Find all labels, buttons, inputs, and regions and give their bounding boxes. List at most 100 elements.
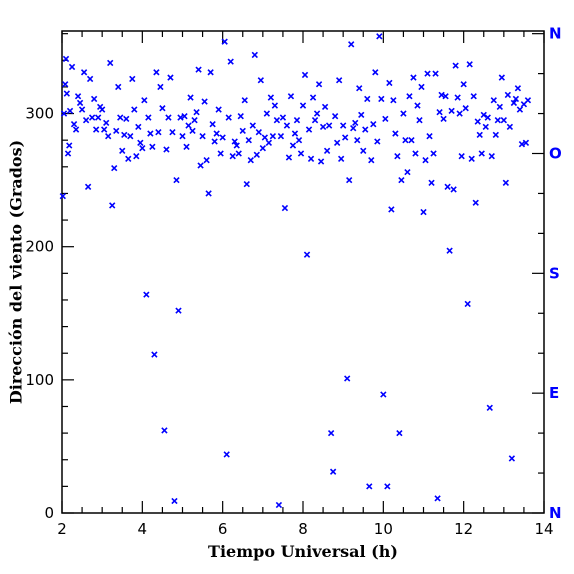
data-point [392, 130, 399, 137]
data-point [227, 58, 234, 65]
data-point [277, 133, 285, 140]
data-point-stroke [362, 126, 369, 133]
data-point [131, 106, 138, 113]
data-point-stroke [434, 495, 441, 502]
data-point [225, 114, 232, 121]
data-point [442, 93, 449, 100]
data-point [181, 113, 188, 120]
data-point [295, 137, 303, 144]
data-point [438, 91, 445, 99]
data-point [422, 156, 429, 164]
data-point [211, 138, 218, 145]
data-point-stroke [59, 192, 66, 200]
data-point-stroke [165, 114, 172, 121]
data-point [113, 127, 120, 135]
data-point-stroke [115, 83, 122, 91]
data-point-stroke [127, 133, 134, 140]
data-point [275, 501, 283, 509]
data-point-stroke [203, 156, 210, 164]
data-point [185, 122, 192, 129]
data-point [84, 183, 92, 190]
data-point-stroke [86, 75, 94, 83]
data-point [480, 111, 487, 119]
data-point [129, 75, 136, 83]
data-point [416, 117, 423, 124]
data-point [382, 115, 389, 123]
data-point [269, 133, 277, 140]
data-point-stroke [424, 70, 431, 77]
data-point [464, 300, 471, 308]
data-point-stroke [269, 133, 277, 140]
data-point [444, 183, 451, 190]
data-point-stroke [155, 129, 162, 136]
data-point [155, 129, 162, 136]
data-point [233, 142, 240, 149]
data-point-stroke [474, 118, 481, 125]
data-point-stroke [76, 99, 84, 107]
data-point [147, 130, 154, 137]
data-point-stroke [169, 129, 176, 136]
compass-axis-labels: N E S O N [532, 25, 562, 522]
data-point-stroke [307, 155, 315, 162]
data-point [59, 192, 66, 200]
data-point-stroke [356, 85, 363, 92]
data-point-stroke [88, 114, 96, 121]
data-point-stroke [522, 139, 530, 147]
data-point [315, 81, 323, 88]
data-point-stroke [253, 151, 260, 158]
data-point [380, 391, 387, 398]
data-point-stroke [68, 63, 76, 71]
data-point [370, 121, 377, 128]
data-point-stroke [504, 91, 512, 99]
data-point [205, 190, 212, 197]
data-point [263, 110, 271, 117]
y-tick-label: 300 [25, 105, 54, 123]
data-point-stroke [277, 133, 285, 140]
data-point [257, 77, 264, 84]
data-point-stroke [209, 121, 216, 128]
data-point-stroke [510, 99, 518, 107]
data-point [119, 147, 126, 154]
data-point [494, 117, 501, 124]
data-point [283, 122, 291, 129]
data-point-stroke [303, 251, 311, 258]
data-point [229, 152, 236, 160]
data-point-stroke [249, 122, 256, 129]
data-point [169, 129, 176, 136]
data-point [434, 495, 441, 502]
data-point-stroke [125, 155, 132, 162]
data-point-stroke [372, 69, 379, 76]
data-point [432, 70, 439, 77]
data-point-stroke [133, 152, 140, 160]
data-point-stroke [251, 51, 258, 59]
data-point [398, 176, 405, 184]
data-point [191, 117, 198, 124]
data-point-stroke [512, 95, 520, 103]
data-point-stroke [490, 97, 497, 104]
data-point-stroke [179, 133, 186, 140]
data-point [488, 152, 495, 160]
data-point [149, 143, 156, 151]
data-point-stroke [410, 74, 417, 81]
data-point-stroke [287, 93, 295, 100]
data-point-stroke [412, 150, 419, 157]
x-tick-label: 6 [218, 520, 228, 538]
data-point [267, 94, 275, 101]
data-point [340, 122, 347, 129]
plot-border [61, 30, 545, 514]
data-point [440, 115, 447, 123]
data-point [133, 152, 140, 160]
data-point-stroke [247, 156, 254, 164]
data-point-stroke [157, 83, 164, 91]
data-point-stroke [482, 123, 489, 131]
data-point-stroke [199, 133, 206, 140]
data-point-stroke [340, 122, 347, 129]
data-point-stroke [337, 155, 345, 162]
data-point-stroke [255, 129, 262, 136]
data-point [470, 93, 477, 100]
data-point [137, 139, 144, 147]
data-point [506, 123, 514, 131]
data-point-stroke [101, 126, 108, 133]
data-point-stroke [109, 202, 116, 209]
data-point-stroke [327, 429, 335, 437]
